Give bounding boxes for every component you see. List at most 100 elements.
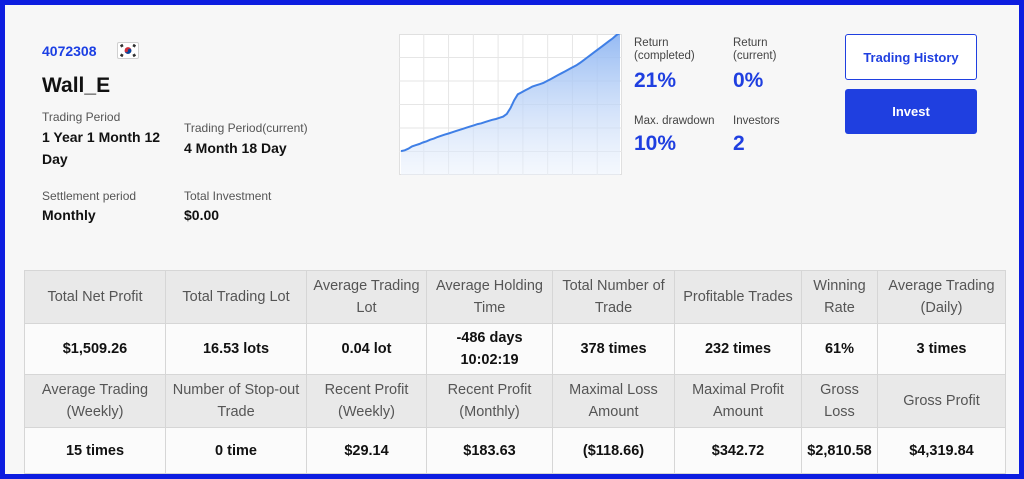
metric-value-cell: -486 days 10:02:19 <box>426 323 553 375</box>
metric-header-cell-text: Total Number of <box>562 278 665 294</box>
metric-header-cell: Maximal Profit Amount <box>674 374 802 428</box>
south-korea-flag-icon <box>117 42 139 59</box>
metric-header-cell: Average Trading (Weekly) <box>24 374 166 428</box>
metric-value-cell-text: 0.04 lot <box>341 341 392 357</box>
return-completed-label: Return (completed) <box>634 37 695 63</box>
chart-series-line <box>400 34 621 153</box>
metric-value-cell-text: ($118.66) <box>582 442 645 459</box>
metric-header-cell-text: Average Trading <box>41 382 149 398</box>
return-current-value: 0% <box>733 69 764 92</box>
metric-header-cell: Gross Profit <box>877 374 1006 428</box>
metric-value-cell-text: 0 time <box>215 442 257 459</box>
metric-header-cell-text: Maximal Loss <box>569 382 658 398</box>
account-id[interactable]: 4072308 <box>42 43 97 59</box>
chart-area-fill <box>401 34 620 175</box>
metric-header-cell: Maximal Loss Amount <box>552 374 675 428</box>
metric-value-cell-text: 232 times <box>704 341 772 357</box>
metric-value-cell-text: 61% <box>824 341 855 357</box>
metric-value-cell: 232 times <box>674 323 802 375</box>
metrics-table: Total Net Profit Total Trading Lot Average… <box>24 270 1006 474</box>
trader-name: Wall_E <box>42 74 111 97</box>
metric-header-cell-text: Winning <box>813 278 866 294</box>
metric-value-cell-text: 16.53 lots <box>202 341 270 357</box>
metric-header-cell-text: Total Trading Lot <box>182 289 290 305</box>
metric-header-cell-text: (Daily) <box>920 300 963 316</box>
investors-value: 2 <box>733 132 745 155</box>
metric-header-cell: Profitable Trades <box>674 270 802 324</box>
total-investment-value: $0.00 <box>184 207 220 223</box>
metric-value-cell: 15 times <box>24 427 166 474</box>
metrics-header-row-2: Average Trading (Weekly) Number of Stop-ou… <box>24 374 1006 428</box>
metric-header-cell: Total Trading Lot <box>165 270 307 324</box>
metric-value-cell-text: $2,810.58 <box>807 442 872 459</box>
max-drawdown-value: 10% <box>634 132 677 155</box>
metric-header-cell-text: Average Trading <box>888 278 995 294</box>
metric-value-cell: $2,810.58 <box>801 427 878 474</box>
metric-header-cell-text: Amount <box>588 404 639 420</box>
metric-header-cell-text: Number of Stop-out <box>172 382 300 398</box>
metrics-header-row-1: Total Net Profit Total Trading Lot Average… <box>24 270 1006 324</box>
metric-value-cell: $183.63 <box>426 427 553 474</box>
metric-header-cell: Gross Loss <box>801 374 878 428</box>
metric-header-cell-text: Average Trading <box>313 278 420 294</box>
return-current-label-line2: (current) <box>733 50 777 62</box>
metric-header-cell-text: (Weekly) <box>66 404 124 420</box>
metric-header-cell: Recent Profit (Monthly) <box>426 374 553 428</box>
metric-value-cell: 16.53 lots <box>165 323 307 375</box>
trading-history-button[interactable]: Trading History <box>845 34 977 80</box>
metric-header-cell-text: Total Net Profit <box>47 289 143 305</box>
metric-header-cell: Average Holding Time <box>426 270 553 324</box>
metric-header-cell-text: Lot <box>356 300 377 316</box>
return-completed-label-line2: (completed) <box>634 50 695 62</box>
trading-period-value: 1 Year 1 Month 12 Day <box>42 126 160 170</box>
metric-header-cell-text: Recent Profit <box>447 382 532 398</box>
metric-header-cell: Average Trading Lot <box>306 270 427 324</box>
metric-value-cell: 61% <box>801 323 878 375</box>
metric-value-cell-text: 10:02:19 <box>460 352 519 368</box>
metric-value-cell: $4,319.84 <box>877 427 1006 474</box>
metric-value-cell-text: $29.14 <box>344 442 389 459</box>
metric-value-cell: 378 times <box>552 323 675 375</box>
trading-period-current-value: 4 Month 18 Day <box>184 140 287 156</box>
max-drawdown-label: Max. drawdown <box>634 115 715 127</box>
metric-value-cell-text: 3 times <box>916 341 967 357</box>
trading-period-value-line2: Day <box>42 151 68 167</box>
metric-value-cell: $29.14 <box>306 427 427 474</box>
return-current-label-line1: Return <box>733 37 768 49</box>
settlement-period-label: Settlement period <box>42 189 137 203</box>
metric-header-cell: Total Net Profit <box>24 270 166 324</box>
metric-header-cell: Number of Stop-out Trade <box>165 374 307 428</box>
metric-value-cell: 0 time <box>165 427 307 474</box>
metrics-value-row-1: $1,509.26 16.53 lots 0.04 lot -486 days 10:0… <box>24 323 1006 375</box>
investors-label: Investors <box>733 115 780 127</box>
return-current-label: Return (current) <box>733 37 776 63</box>
settlement-period-value: Monthly <box>42 207 96 223</box>
metric-header-cell: Winning Rate <box>801 270 878 324</box>
metric-value-cell: $1,509.26 <box>24 323 166 375</box>
metric-header-cell: Recent Profit (Weekly) <box>306 374 427 428</box>
return-completed-label-line1: Return <box>634 37 669 49</box>
invest-button[interactable]: Invest <box>845 89 977 134</box>
metric-header-cell-text: Gross Profit <box>903 393 980 409</box>
metric-value-cell-text: -486 days <box>456 330 523 346</box>
metric-header-cell-text: Profitable Trades <box>683 289 793 305</box>
trading-period-label: Trading Period <box>42 110 121 124</box>
metric-header-cell-text: Rate <box>824 300 855 316</box>
metric-value-cell-text: $183.63 <box>463 442 516 459</box>
metric-header-cell-text: Gross <box>820 382 859 398</box>
metric-header-cell-text: Time <box>473 300 506 316</box>
metric-header-cell-text: Loss <box>824 404 855 420</box>
performance-chart <box>399 34 622 175</box>
metric-header-cell-text: Trade <box>217 404 255 420</box>
metric-header-cell: Average Trading (Daily) <box>877 270 1006 324</box>
return-completed-value: 21% <box>634 69 677 92</box>
trading-period-current-label: Trading Period(current) <box>184 121 308 135</box>
metric-value-cell: 0.04 lot <box>306 323 427 375</box>
metric-value-cell-text: $1,509.26 <box>62 341 128 357</box>
metric-value-cell-text: $4,319.84 <box>909 442 974 459</box>
total-investment-label: Total Investment <box>184 189 272 203</box>
metric-value-cell-text: $342.72 <box>711 442 765 459</box>
metric-value-cell-text: 378 times <box>580 341 647 357</box>
metric-header-cell-text: Recent Profit <box>324 382 409 398</box>
